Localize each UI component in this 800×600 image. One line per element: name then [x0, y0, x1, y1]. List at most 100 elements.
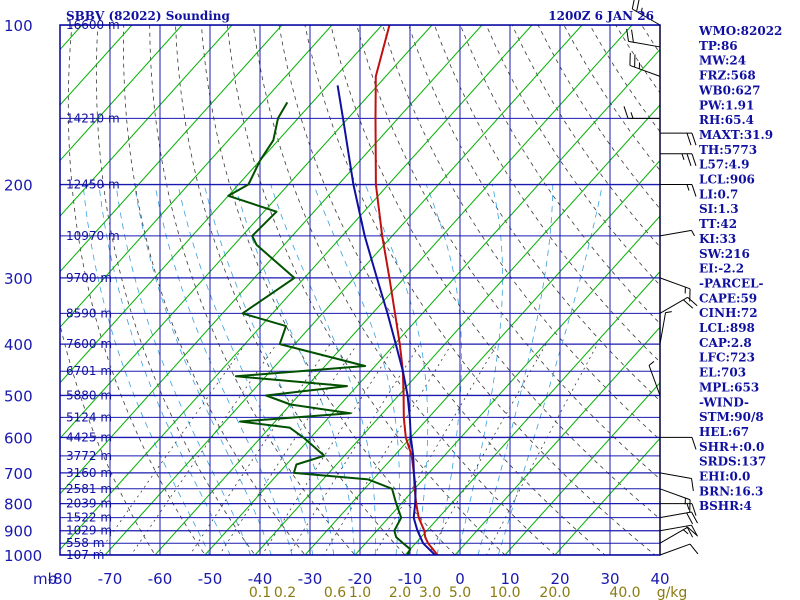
pressure-tick-label: 500 — [4, 387, 33, 405]
stat-line: SRDS:137 — [699, 455, 766, 469]
wind-barb — [628, 40, 661, 48]
stat-line: L57:4.9 — [699, 158, 749, 172]
wind-barb-flag — [631, 0, 635, 10]
mixing-ratio-label: 0.2 — [274, 585, 296, 600]
height-label: 4425 m — [66, 430, 112, 444]
wind-barb-flag — [691, 437, 697, 450]
dry-adiabat — [67, 25, 206, 555]
dry-adiabat — [330, 25, 660, 520]
wind-barb — [632, 8, 661, 26]
isotherm — [304, 159, 660, 555]
mixing-ratio-line — [96, 343, 246, 555]
mixing-ratio-label: 3.0 — [419, 585, 441, 600]
height-label: 2039 m — [66, 497, 112, 511]
wind-barb-flag — [648, 361, 655, 366]
moist-adiabat — [177, 184, 314, 555]
mixing-ratio-label: 40.0 — [609, 585, 640, 600]
stat-line: RH:65.4 — [699, 113, 754, 127]
temp-tick-label: -20 — [348, 570, 373, 588]
temp-tick-label: 30 — [600, 570, 619, 588]
stat-line: EHI:0.0 — [699, 470, 750, 484]
wind-barb-flag — [686, 133, 692, 146]
wind-barb-flag — [640, 7, 643, 15]
stat-line: EI:-2.2 — [699, 262, 744, 276]
wind-barb-flag — [631, 29, 634, 43]
stat-line: SHR+:0.0 — [699, 440, 764, 454]
mixing-ratio-label: 5.0 — [449, 585, 471, 600]
pressure-tick-label: 300 — [4, 270, 33, 288]
series-parcel — [336, 85, 436, 555]
wind-barb-flag — [687, 526, 698, 536]
mixing-ratio-line — [189, 343, 331, 555]
wind-barb — [659, 312, 667, 345]
isotherm — [504, 382, 660, 555]
mixing-ratio-label: 2.0 — [389, 585, 411, 600]
moist-adiabat — [425, 184, 462, 555]
stat-line: FRZ:568 — [699, 69, 756, 83]
moist-adiabat — [82, 184, 211, 555]
pressure-tick-label: 100 — [4, 17, 33, 35]
stat-line: MPL:653 — [699, 380, 759, 394]
height-label: 8590 m — [66, 306, 112, 320]
dry-adiabat — [382, 25, 660, 441]
stat-line: KI:33 — [699, 232, 736, 246]
mixing-ratio-line — [130, 343, 277, 555]
wind-barb — [659, 277, 691, 290]
stat-line: LCL:898 — [699, 321, 755, 335]
stat-line: -WIND- — [699, 395, 749, 409]
dry-adiabat — [356, 25, 660, 480]
wind-barb-flag — [636, 0, 640, 12]
wind-barb-flag — [683, 299, 694, 309]
stat-line: TP:86 — [699, 39, 738, 53]
pressure-tick-label: 400 — [4, 336, 33, 354]
wind-barb-flag — [686, 512, 694, 525]
dry-adiabat — [149, 25, 356, 555]
dry-adiabat — [95, 25, 256, 555]
temp-tick-label: 40 — [650, 570, 669, 588]
wind-barb — [629, 64, 661, 77]
moist-adiabat — [154, 184, 293, 555]
height-label: 2581 m — [66, 482, 112, 496]
height-label: 1029 m — [66, 524, 112, 538]
temp-tick-label: -50 — [198, 570, 223, 588]
moist-adiabat — [98, 184, 231, 555]
stat-line: CINH:72 — [699, 306, 758, 320]
stat-line: TH:5773 — [699, 143, 757, 157]
wind-barb — [659, 526, 688, 544]
height-label: 1522 m — [66, 511, 112, 525]
stat-line: MAXT:31.9 — [699, 128, 773, 142]
stat-line: TT:42 — [699, 217, 737, 231]
dry-adiabat — [511, 25, 660, 248]
mixing-ratio-label: 20.0 — [539, 585, 570, 600]
dry-adiabat — [252, 25, 556, 555]
stat-line: STM:90/8 — [699, 410, 764, 424]
dry-adiabat — [175, 25, 406, 555]
wind-barb-flag — [691, 503, 697, 516]
wind-barb-flag — [691, 230, 695, 237]
mixing-ratio-label: 10.0 — [489, 585, 520, 600]
isotherm — [554, 437, 660, 555]
mixing-ratio-unit: g/kg — [657, 585, 688, 600]
wind-barb-flag — [686, 153, 692, 166]
chart-title: SBBV (82022) Sounding — [66, 9, 231, 23]
wind-barb-flag — [626, 28, 629, 42]
height-label: 7600 m — [66, 337, 112, 351]
stat-line: SI:1.3 — [699, 202, 739, 216]
wind-barb-flag — [665, 311, 672, 314]
stat-line: EL:703 — [699, 366, 746, 380]
wind-barbs-layer — [623, 0, 699, 556]
moist-adiabat — [203, 184, 335, 555]
stat-line: PW:1.91 — [699, 98, 754, 112]
wind-barb-flag — [691, 478, 694, 492]
moist-adiabat — [497, 184, 603, 555]
wind-barb-flag — [686, 525, 694, 538]
moist-adiabat — [234, 184, 355, 555]
wind-barb-flag — [691, 153, 697, 166]
pressure-tick-label: 600 — [4, 429, 33, 447]
height-label: 9700 m — [66, 271, 112, 285]
moist-adiabat — [313, 184, 400, 555]
wind-barb — [659, 543, 691, 556]
dry-adiabat — [60, 322, 156, 555]
